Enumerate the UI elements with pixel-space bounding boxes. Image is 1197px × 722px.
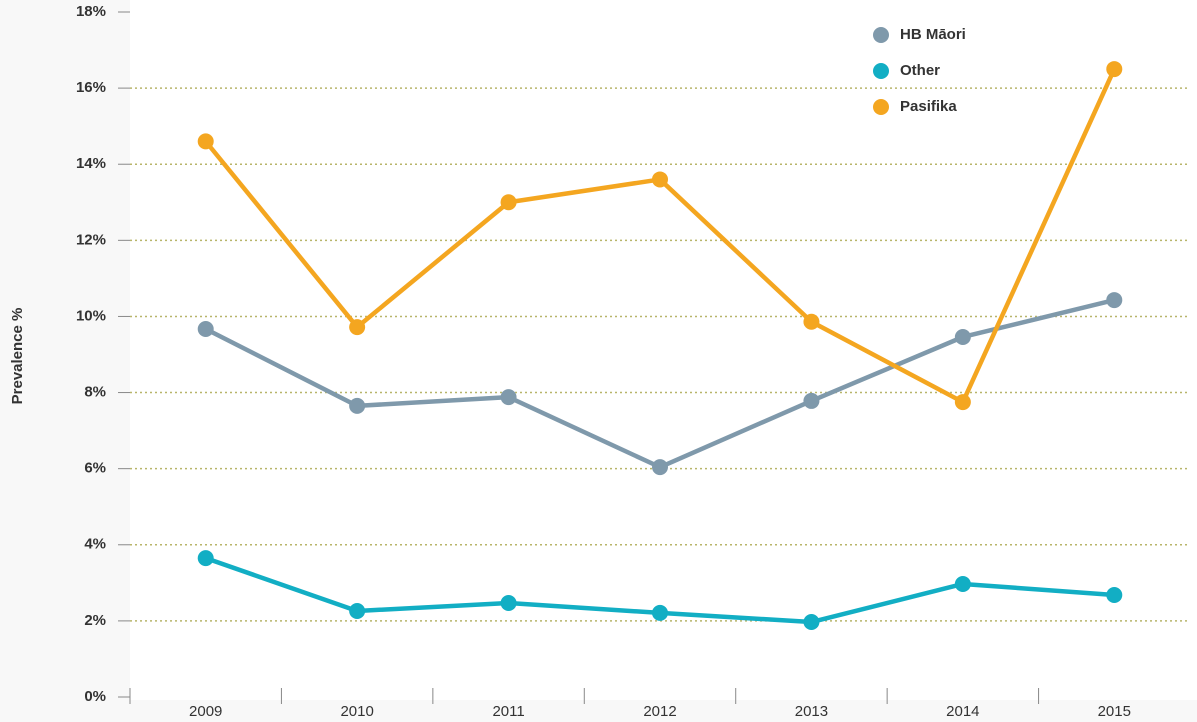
legend-label: Pasifika [900, 98, 957, 115]
series-point [1106, 61, 1123, 78]
series-point [954, 575, 971, 592]
x-tick-label: 2014 [946, 703, 979, 720]
y-tick-label: 16% [76, 79, 106, 96]
series-point [197, 133, 214, 150]
series-point [1106, 587, 1123, 604]
y-tick-label: 10% [76, 307, 106, 324]
x-tick-label: 2010 [340, 703, 373, 720]
series-point [803, 614, 820, 631]
y-tick-label: 8% [84, 384, 106, 401]
series-point [803, 313, 820, 330]
series-point [197, 550, 214, 567]
series-point [500, 595, 517, 612]
series-point [349, 397, 366, 414]
series-point [197, 321, 214, 338]
y-tick-label: 6% [84, 460, 106, 477]
legend-marker [873, 63, 889, 79]
y-tick-label: 0% [84, 688, 106, 705]
y-axis-label: Prevalence % [9, 308, 26, 405]
x-tick-label: 2013 [795, 703, 828, 720]
legend-marker [873, 99, 889, 115]
y-tick-label: 4% [84, 536, 106, 553]
x-tick-label: 2015 [1098, 703, 1131, 720]
series-point [349, 602, 366, 619]
x-tick-label: 2011 [492, 703, 524, 720]
y-tick-label: 12% [76, 231, 106, 248]
legend-label: Other [900, 62, 940, 79]
series-point [954, 394, 971, 411]
series-point [349, 319, 366, 336]
series-point [1106, 292, 1123, 309]
legend-marker [873, 27, 889, 43]
x-tick-label: 2009 [189, 703, 222, 720]
series-point [500, 194, 517, 211]
series-point [652, 171, 668, 188]
plot-area [130, 0, 1197, 700]
legend-label: HB Māori [900, 26, 966, 43]
y-tick-label: 18% [76, 3, 106, 20]
series-point [954, 328, 971, 345]
x-tick-label: 2012 [643, 703, 676, 720]
series-point [500, 389, 517, 406]
series-point [652, 459, 668, 476]
series-point [652, 604, 668, 621]
y-tick-label: 2% [84, 612, 106, 629]
y-tick-label: 14% [76, 155, 106, 172]
series-point [803, 392, 820, 409]
